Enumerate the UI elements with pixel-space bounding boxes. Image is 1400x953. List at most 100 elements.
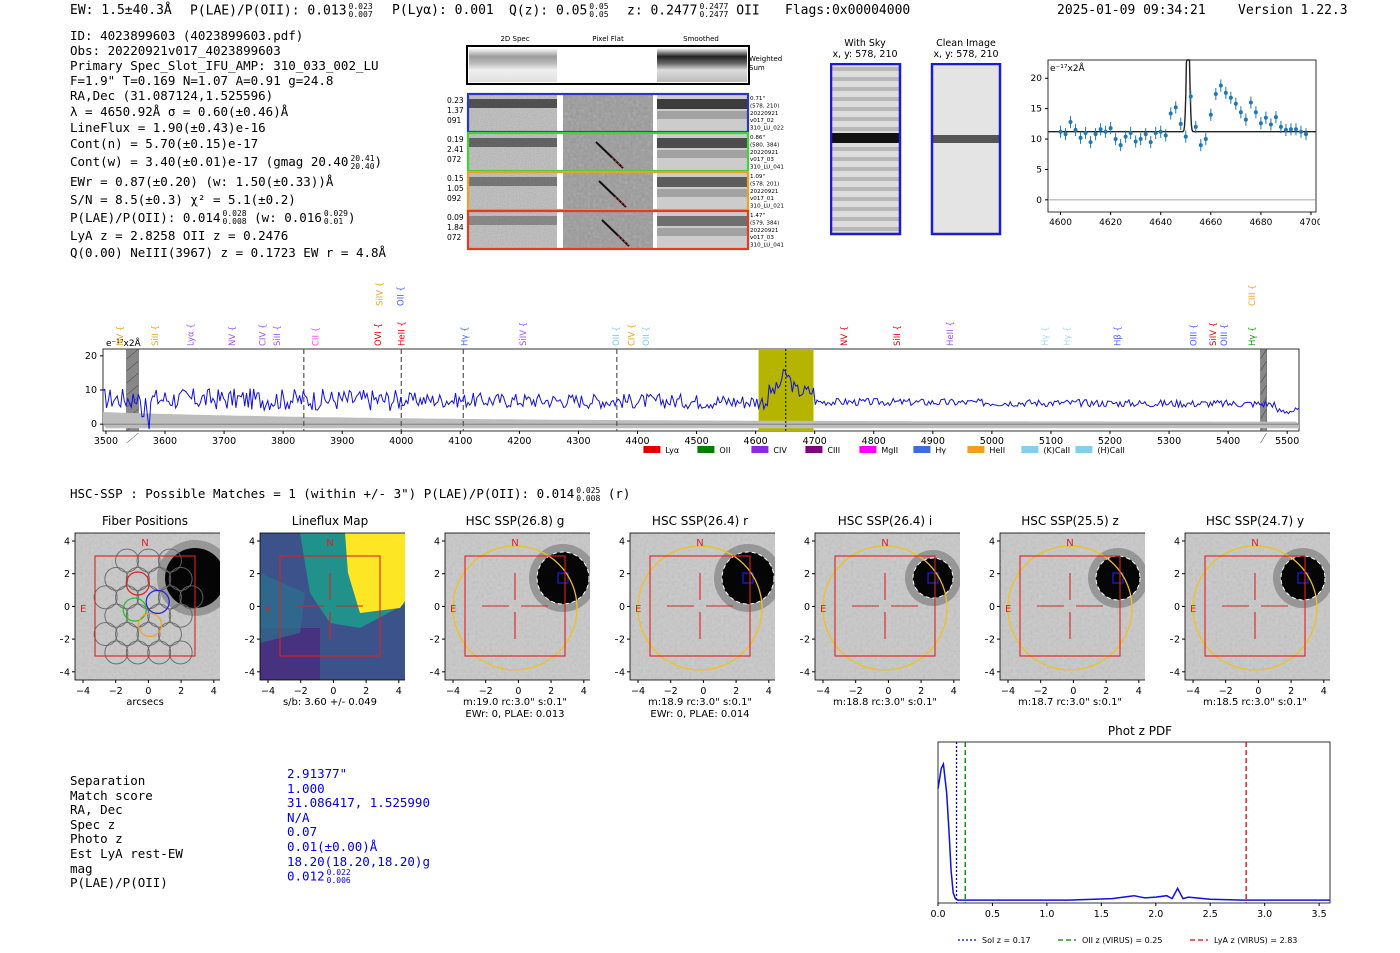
match-box [742,572,754,584]
zoom-data-point [1073,127,1078,132]
spec-line-label-text: NV { [116,326,126,346]
cutout-row-number: 0.09 [447,213,464,222]
zoom-data-point [1123,134,1128,139]
spec-line-label: NV { [840,326,850,346]
sky-stripe [831,67,900,71]
match-box [927,572,939,584]
hsc-panel-title: Fiber Positions [101,514,189,528]
spec-line-label-text: SiII { [893,325,903,346]
search-box [649,555,751,657]
cutout-pixelflat-dots [611,157,625,169]
cutout-row-note: 0.71" [750,96,765,102]
fiber-circle [104,640,129,665]
match-plae-value: 0.012 [287,868,325,884]
zoom-data-point [1263,115,1268,120]
cutout-row-note: 1.09" [750,174,765,180]
info-contn: Cont(n) = 5.70(±0.15)e-17 [70,136,259,151]
fiber-circle [157,585,182,610]
spec-legend-swatch [805,446,823,453]
cutout-row-note: (578, 210) [750,103,779,109]
sky-stripe [831,107,900,111]
x-tick-label: 2 [1103,686,1109,697]
spec-line-label-text: SiII { [273,325,283,346]
hsc-panel-title: HSC SSP(24.7) y [1205,514,1305,528]
search-circle [1007,545,1133,671]
spec-x-tick-label: 3700 [212,436,236,447]
hsc-panel-image: N E 4 2 0 −2 −4 −4 −2 0 2 4 [430,532,590,697]
sky-images [830,63,1002,236]
info-lineflux: LineFlux = 1.90(±0.43)e-16 [70,120,266,135]
cutout-row-note: (578, 201) [750,181,779,187]
pdf-x-tick-label: 0.5 [985,909,1000,920]
y-tick-label: 0 [1174,602,1180,613]
spec-line-label-text: NV { [228,326,238,346]
x-tick-label: −2 [109,686,123,697]
cutout-smoothed-band2 [657,111,747,119]
zoom-model-line [1048,59,1316,133]
east-label: E [820,604,826,615]
y-tick-label: 2 [804,569,810,580]
pdf-x-tick-label: 0.0 [930,909,945,920]
info-sn: S/N = 8.5(±0.3) χ² = 5.1(±0.2) [70,191,296,207]
match-labels: Separation Match score RA, Dec Spec z Photo … [70,773,183,891]
fiber-circle [136,622,161,647]
zoom-data-point [1138,137,1143,142]
spec-line-label-text: SiIV { [375,282,385,306]
zoom-data-point [1168,111,1173,116]
spec-line-label: SiIV { [519,322,529,346]
header-plae: P(LAE)/P(OII): 0.013 0.023 0.007 [190,2,373,19]
spec-legend-label: HeII [989,446,1005,455]
spec-x-tick-label: 3900 [330,436,354,447]
zoom-y-unit: e⁻¹⁷x2Å [1050,62,1086,74]
match-label: RA, Dec [70,802,123,818]
sky-stripe [831,177,900,181]
x-tick-label: 4 [396,686,402,697]
spec-line-label-text: HeII { [397,321,407,346]
sky-stripe [831,157,900,161]
spec-line-label-text: HeII { [946,321,956,346]
spec-line-label: CIII { [1248,284,1258,306]
cutout-pixelflat-noise [563,95,653,131]
zoom-data-point [1118,143,1123,148]
spec-line-label-text: Hγ { [461,326,471,346]
zoom-data-point [1133,139,1138,144]
zoom-data-point [1208,112,1213,117]
cutout-pixelflat-dots [617,235,631,247]
zoom-line-fit-chart: e⁻¹⁷x2Å 4600 4620 4640 4660 4680 4700 0 5 10 15 20 [1031,59,1320,228]
hsc-panel-image: N E 4 2 0 −2 −4 −4 −2 0 2 4 [800,532,960,697]
spec-line-label: Lyα { [186,323,196,346]
spec-y-tick-label: 10 [85,385,97,396]
x-tick-label: −2 [479,686,493,697]
cutout-row-number: 1.37 [447,106,464,115]
zoom-x-tick-label: 4600 [1049,218,1072,228]
header-ew: EW: 1.5±40.3Å [70,3,172,18]
match-value: 2.91377" [287,766,348,781]
x-tick-label: 2 [363,686,369,697]
east-label: E [450,604,456,615]
zoom-data-point [1213,92,1218,97]
source-aperture [1095,555,1141,601]
fiber-circle [125,566,150,591]
spec-x-tick-label: 4600 [744,436,768,447]
spec-line-label: OII { [397,286,407,306]
spec-line-label-text: SiIV { [1209,322,1219,346]
spec-masked-hatch [126,372,139,384]
match-box [1297,572,1309,584]
spec-x-tick-label: 3500 [94,436,118,447]
spec-line-label: SiIV { [375,282,385,306]
zoom-y-tick-label: 10 [1031,135,1043,145]
cutout-smoothed-band [657,216,747,226]
spec-line-label-text: Hβ { [1114,326,1124,346]
spec-x-tick-label: 5200 [1098,436,1122,447]
spec-line-label: OII { [642,326,652,346]
sky-stripe [831,117,900,121]
spec-line-label-text: OII { [642,326,652,346]
match-label: Match score [70,787,153,803]
x-tick-label: 0 [330,686,336,697]
cutout-2dspec-noise [469,173,557,209]
spec-line-label: NV { [228,326,238,346]
cutout-row-note: v017_03 [750,235,774,241]
y-tick-label: 4 [64,537,70,548]
spec-line-label: Hβ { [1114,326,1124,346]
